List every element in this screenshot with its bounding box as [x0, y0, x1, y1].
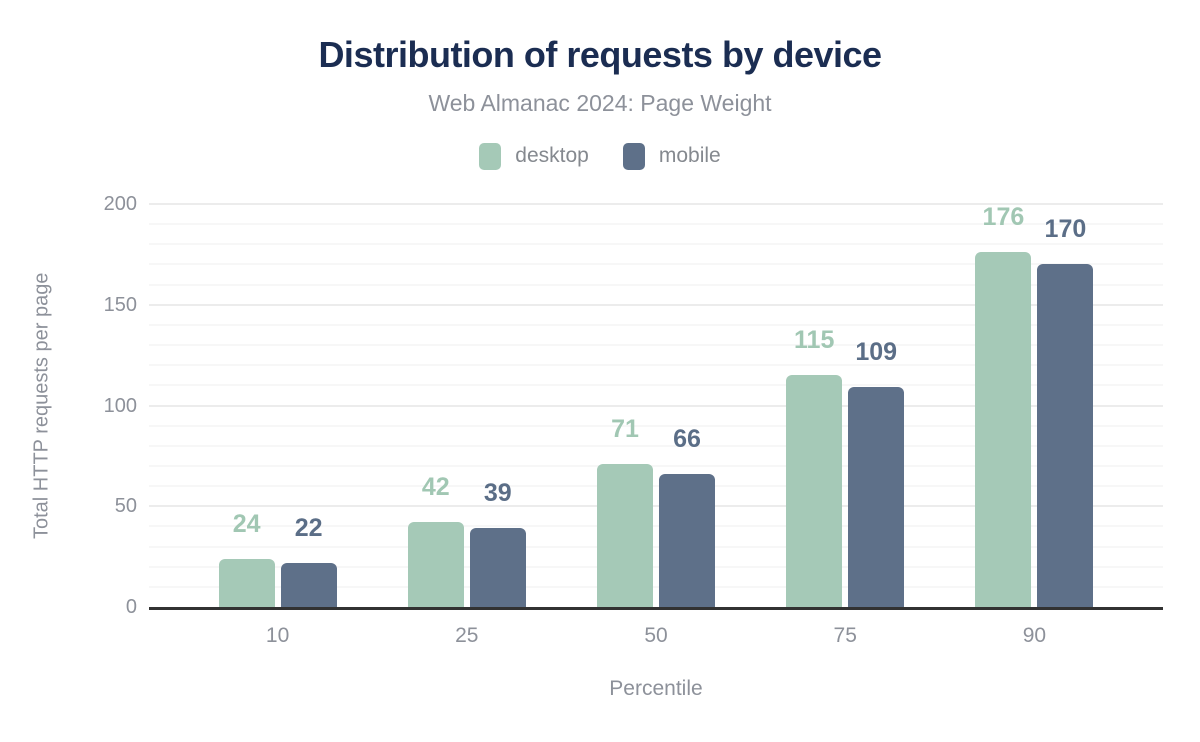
minor-gridline	[149, 485, 1163, 488]
legend-label-desktop: desktop	[515, 144, 589, 167]
minor-gridline	[149, 364, 1163, 367]
bar-value-label-desktop-p75: 115	[794, 326, 835, 355]
bar-desktop-p10[interactable]: 24	[218, 511, 275, 607]
bar-mobile-p90[interactable]: 170	[1037, 217, 1094, 607]
category-group-50: 71 66 50	[561, 204, 750, 647]
minor-gridline	[149, 243, 1163, 246]
minor-gridline	[149, 565, 1163, 568]
x-tick-label-75: 75	[833, 624, 857, 647]
bar-desktop-p75[interactable]: 115	[786, 328, 843, 607]
x-tick-label-90: 90	[1022, 624, 1047, 647]
bar-value-label-mobile-p50: 66	[673, 425, 701, 454]
minor-gridline	[149, 283, 1163, 286]
y-tick-label-200: 200	[103, 193, 137, 215]
chart-subtitle: Web Almanac 2024: Page Weight	[428, 90, 772, 116]
legend-item-desktop: desktop	[479, 142, 589, 170]
x-tick-label-10: 10	[265, 624, 290, 647]
legend-label-mobile: mobile	[658, 144, 721, 167]
bar-desktop-p25[interactable]: 42	[407, 475, 464, 607]
minor-gridline	[149, 323, 1163, 326]
legend: desktop mobile	[0, 141, 1200, 171]
minor-gridline	[149, 585, 1163, 588]
major-gridline	[149, 303, 1163, 306]
minor-gridline	[149, 545, 1163, 548]
category-bands: 24 22 10 42 39 25 71 66 50 115 109 75 176 170 90	[149, 204, 1163, 647]
minor-gridline	[149, 444, 1163, 447]
legend-swatch-mobile	[622, 142, 645, 170]
bar-value-label-mobile-p25: 39	[483, 479, 512, 508]
bar-mobile-p50[interactable]: 66	[659, 427, 715, 607]
minor-gridline	[149, 344, 1163, 347]
category-group-25: 42 39 25	[372, 204, 561, 647]
legend-swatch-desktop	[479, 142, 502, 170]
bar-desktop-p50[interactable]: 71	[597, 416, 653, 607]
y-axis-tick-labels: 0 50 100 150 200	[0, 193, 137, 618]
chart-title: Distribution of requests by device	[318, 34, 882, 75]
bar-value-label-desktop-p25: 42	[421, 473, 450, 502]
minor-gridline	[149, 464, 1163, 467]
bar-mobile-p25[interactable]: 39	[469, 481, 526, 607]
bar-value-label-mobile-p10: 22	[294, 513, 323, 542]
minor-gridline	[149, 223, 1163, 226]
minor-gridline	[149, 525, 1163, 528]
bar-value-label-mobile-p75: 109	[855, 338, 898, 367]
bar-mobile-p75[interactable]: 109	[848, 340, 905, 607]
minor-gridline	[149, 263, 1163, 266]
bar-value-label-desktop-p90: 176	[982, 203, 1025, 232]
y-tick-label-0: 0	[125, 596, 137, 618]
minor-gridline	[149, 384, 1163, 387]
category-group-10: 24 22 10	[183, 204, 372, 647]
major-gridline	[149, 203, 1163, 205]
bar-value-label-desktop-p50: 71	[611, 414, 639, 443]
y-tick-label-150: 150	[103, 293, 137, 316]
x-axis-title: Percentile	[609, 677, 703, 700]
bar-desktop-p90[interactable]: 176	[975, 205, 1032, 607]
major-gridline	[149, 505, 1163, 508]
bar-value-label-desktop-p10: 24	[232, 509, 261, 538]
legend-item-mobile: mobile	[622, 142, 721, 170]
bar-value-label-mobile-p90: 170	[1044, 215, 1087, 244]
minor-gridline	[149, 424, 1163, 427]
category-group-75: 115 109 75	[751, 204, 940, 647]
bar-mobile-p10[interactable]: 22	[280, 515, 337, 607]
y-tick-label-100: 100	[103, 394, 137, 417]
x-tick-label-25: 25	[455, 624, 479, 647]
x-tick-label-50: 50	[644, 624, 668, 647]
plot-area: 24 22 10 42 39 25 71 66 50 115 109 75 176 170 90	[149, 203, 1163, 647]
y-tick-label-50: 50	[114, 495, 137, 518]
major-gridline	[149, 404, 1163, 407]
category-group-90: 176 170 90	[940, 204, 1129, 647]
